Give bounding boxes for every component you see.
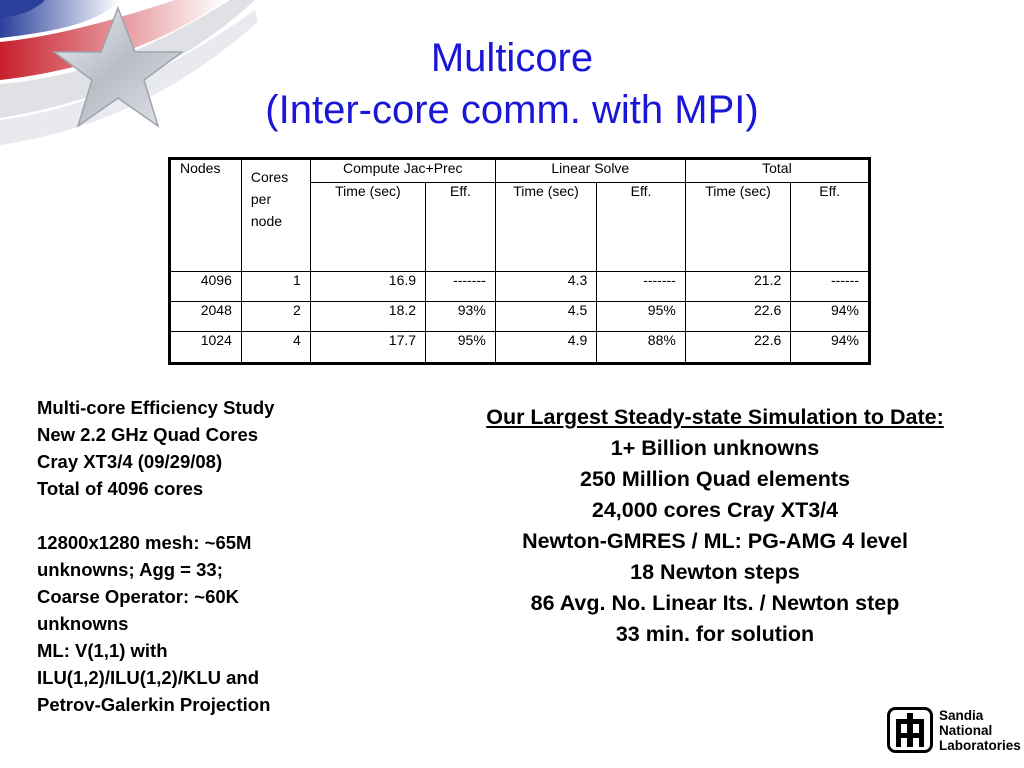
largest-simulation-summary: Our Largest Steady-state Simulation to D… xyxy=(414,402,1016,650)
cell-compute-eff: ------- xyxy=(425,270,496,302)
subheader-eff: Eff. xyxy=(425,182,496,272)
detail-line: ILU(1,2)/ILU(1,2)/KLU and xyxy=(37,667,260,688)
logo-line: National xyxy=(939,723,993,738)
cell-cores: 2 xyxy=(240,300,311,333)
cell-linear-time: 4.3 xyxy=(494,270,598,302)
sandia-logo: Sandia National Laboratories xyxy=(887,707,1021,757)
header-cores-line: node xyxy=(250,213,283,229)
subheader-time: Time (sec) xyxy=(494,182,598,272)
summary-line: 86 Avg. No. Linear Its. / Newton step xyxy=(530,591,900,615)
star-flag-icon xyxy=(0,0,258,145)
cell-linear-time: 4.5 xyxy=(494,300,598,333)
subheader-time: Time (sec) xyxy=(684,182,792,272)
logo-line: Laboratories xyxy=(939,738,1021,753)
header-nodes: Nodes xyxy=(169,158,242,272)
summary-line: 18 Newton steps xyxy=(630,560,800,584)
detail-line: unknowns xyxy=(37,613,129,634)
cell-linear-eff: 95% xyxy=(596,300,686,333)
table-row: 2048 2 18.2 93% 4.5 95% 22.6 94% xyxy=(169,300,870,333)
cell-cores: 4 xyxy=(240,331,311,364)
cell-linear-eff: ------- xyxy=(596,270,686,302)
subheader-eff: Eff. xyxy=(790,182,870,272)
summary-heading: Our Largest Steady-state Simulation to D… xyxy=(486,405,944,429)
cell-compute-time: 18.2 xyxy=(309,300,427,333)
cell-compute-eff: 93% xyxy=(425,300,496,333)
summary-line: 250 Million Quad elements xyxy=(579,467,851,491)
cell-compute-eff: 95% xyxy=(425,331,496,364)
cell-cores: 1 xyxy=(240,270,311,302)
title-line-1: Multicore xyxy=(430,36,594,80)
cell-total-time: 21.2 xyxy=(684,270,792,302)
summary-line: 1+ Billion unknowns xyxy=(610,436,820,460)
logo-line: Sandia xyxy=(939,708,984,723)
subheader-eff: Eff. xyxy=(596,182,686,272)
header-cores-line: per xyxy=(250,191,272,207)
cell-nodes: 1024 xyxy=(169,331,242,364)
cell-compute-time: 16.9 xyxy=(309,270,427,302)
subheader-time: Time (sec) xyxy=(309,182,427,272)
header-total: Total xyxy=(684,158,871,183)
title-line-2: (Inter-core comm. with MPI) xyxy=(265,88,759,132)
cell-nodes: 4096 xyxy=(169,270,242,302)
sandia-thunderbird-icon xyxy=(887,707,933,753)
detail-line: 12800x1280 mesh: ~65M xyxy=(37,532,252,553)
summary-line: 33 min. for solution xyxy=(615,622,815,646)
header-linear-solve: Linear Solve xyxy=(494,158,686,183)
detail-line: Coarse Operator: ~60K xyxy=(37,586,240,607)
detail-line: Total of 4096 cores xyxy=(37,478,204,499)
summary-line: Newton-GMRES / ML: PG-AMG 4 level xyxy=(522,529,908,553)
table-subheader-row: Time (sec) Eff. Time (sec) Eff. Time (se… xyxy=(170,182,870,272)
cell-total-eff: 94% xyxy=(790,300,870,333)
cell-total-time: 22.6 xyxy=(684,300,792,333)
cell-total-time: 22.6 xyxy=(684,331,792,364)
detail-line: ML: V(1,1) with xyxy=(37,640,168,661)
study-details: Multi-core Efficiency Study New 2.2 GHz … xyxy=(37,394,357,718)
detail-line: Multi-core Efficiency Study xyxy=(37,397,275,418)
cell-linear-eff: 88% xyxy=(596,331,686,364)
cell-compute-time: 17.7 xyxy=(309,331,427,364)
detail-line: Cray XT3/4 (09/29/08) xyxy=(37,451,223,472)
slide-title: Multicore (Inter-core comm. with MPI) xyxy=(0,32,1024,136)
table-row: 4096 1 16.9 ------- 4.3 ------- 21.2 ---… xyxy=(169,270,870,302)
table-row: 1024 4 17.7 95% 4.9 88% 22.6 94% xyxy=(169,331,870,364)
table-header-row: Nodes Cores per node Compute Jac+Prec Li… xyxy=(169,158,871,272)
cell-total-eff: 94% xyxy=(790,331,870,364)
header-cores-line: Cores xyxy=(250,169,289,185)
cell-nodes: 2048 xyxy=(169,300,242,333)
cell-total-eff: ------ xyxy=(790,270,870,302)
header-compute: Compute Jac+Prec xyxy=(309,158,496,183)
header-cores-per-node: Cores per node xyxy=(240,158,311,272)
summary-line: 24,000 cores Cray XT3/4 xyxy=(591,498,839,522)
detail-line: Petrov-Galerkin Projection xyxy=(37,694,271,715)
detail-line: New 2.2 GHz Quad Cores xyxy=(37,424,259,445)
cell-linear-time: 4.9 xyxy=(494,331,598,364)
results-table: Nodes Cores per node Compute Jac+Prec Li… xyxy=(168,157,871,365)
detail-line: unknowns; Agg = 33; xyxy=(37,559,223,580)
logo-text: Sandia National Laboratories xyxy=(939,708,1021,753)
